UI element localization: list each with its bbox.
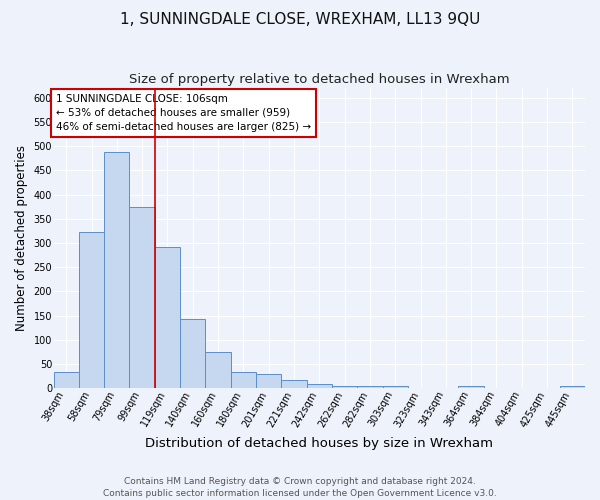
Bar bbox=[231, 372, 256, 388]
Bar bbox=[458, 386, 484, 388]
Bar bbox=[560, 386, 585, 388]
Y-axis label: Number of detached properties: Number of detached properties bbox=[15, 145, 28, 331]
Bar bbox=[155, 248, 180, 388]
Bar bbox=[205, 352, 231, 388]
Bar bbox=[53, 372, 79, 388]
Text: 1 SUNNINGDALE CLOSE: 106sqm
← 53% of detached houses are smaller (959)
46% of se: 1 SUNNINGDALE CLOSE: 106sqm ← 53% of det… bbox=[56, 94, 311, 132]
Bar bbox=[180, 319, 205, 388]
Bar bbox=[307, 384, 332, 388]
Bar bbox=[130, 206, 155, 388]
Bar bbox=[332, 386, 357, 388]
Bar bbox=[383, 386, 408, 388]
Text: 1, SUNNINGDALE CLOSE, WREXHAM, LL13 9QU: 1, SUNNINGDALE CLOSE, WREXHAM, LL13 9QU bbox=[120, 12, 480, 28]
Text: Contains HM Land Registry data © Crown copyright and database right 2024.
Contai: Contains HM Land Registry data © Crown c… bbox=[103, 476, 497, 498]
Title: Size of property relative to detached houses in Wrexham: Size of property relative to detached ho… bbox=[129, 72, 509, 86]
Bar bbox=[256, 374, 281, 388]
X-axis label: Distribution of detached houses by size in Wrexham: Distribution of detached houses by size … bbox=[145, 437, 493, 450]
Bar bbox=[357, 386, 383, 388]
Bar bbox=[281, 380, 307, 388]
Bar bbox=[104, 152, 130, 388]
Bar bbox=[79, 232, 104, 388]
